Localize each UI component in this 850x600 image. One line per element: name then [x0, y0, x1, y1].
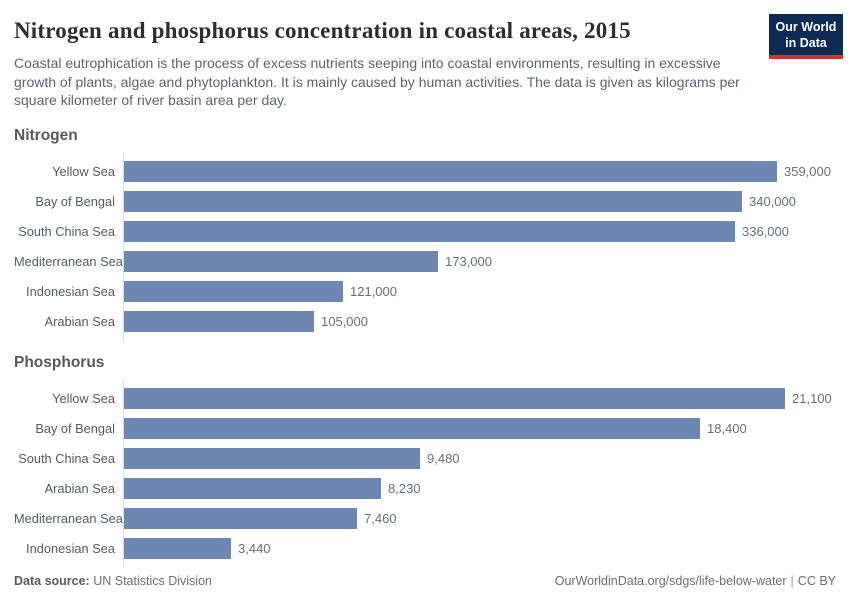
bar-row: Indonesian Sea 3,440 — [14, 534, 836, 564]
bar[interactable] — [123, 538, 231, 559]
chart-footer: Data source: UN Statistics Division OurW… — [14, 574, 836, 588]
value-label: 105,000 — [321, 314, 368, 329]
category-label: Yellow Sea — [52, 164, 115, 179]
category-label: Mediterranean Sea — [14, 254, 123, 269]
value-label: 9,480 — [427, 451, 460, 466]
value-label: 21,100 — [792, 391, 832, 406]
nitrogen-section-title: Nitrogen — [14, 126, 78, 144]
bar-row: Yellow Sea 21,100 — [14, 384, 836, 414]
bar[interactable] — [123, 418, 700, 439]
footer-separator: | — [790, 574, 794, 588]
bar[interactable] — [123, 191, 742, 212]
bar[interactable] — [123, 448, 420, 469]
bar[interactable] — [123, 311, 314, 332]
bar-row: Arabian Sea 8,230 — [14, 474, 836, 504]
bar-row: Mediterranean Sea 7,460 — [14, 504, 836, 534]
category-label: Indonesian Sea — [26, 541, 115, 556]
bar-row: Mediterranean Sea 173,000 — [14, 247, 836, 277]
value-label: 7,460 — [364, 511, 397, 526]
owid-logo-line1: Our World — [775, 20, 837, 34]
value-label: 8,230 — [388, 481, 421, 496]
owid-logo-line2: in Data — [785, 36, 827, 50]
attribution: OurWorldinData.org/sdgs/life-below-water… — [555, 574, 836, 588]
value-label: 340,000 — [749, 194, 796, 209]
bar[interactable] — [123, 478, 381, 499]
category-label: Mediterranean Sea — [14, 511, 123, 526]
category-label: Arabian Sea — [44, 314, 115, 329]
value-label: 173,000 — [445, 254, 492, 269]
owid-url-link[interactable]: OurWorldinData.org/sdgs/life-below-water — [554, 574, 787, 588]
owid-logo: Our World in Data — [769, 14, 843, 59]
category-label: Arabian Sea — [44, 481, 115, 496]
category-label: South China Sea — [18, 451, 115, 466]
bar-row: South China Sea 9,480 — [14, 444, 836, 474]
category-label: Bay of Bengal — [35, 194, 115, 209]
bar[interactable] — [123, 281, 343, 302]
license-label: CC BY — [797, 574, 836, 588]
value-label: 121,000 — [350, 284, 397, 299]
bar-row: Bay of Bengal 340,000 — [14, 187, 836, 217]
bar[interactable] — [123, 251, 438, 272]
category-label: South China Sea — [18, 224, 115, 239]
chart-header: Nitrogen and phosphorus concentration in… — [14, 14, 843, 110]
bar[interactable] — [123, 388, 785, 409]
bar-row: Indonesian Sea 121,000 — [14, 277, 836, 307]
bar[interactable] — [123, 508, 357, 529]
bar-row: Bay of Bengal 18,400 — [14, 414, 836, 444]
data-source-value: UN Statistics Division — [93, 574, 212, 588]
phosphorus-section: Phosphorus Yellow Sea 21,100 Bay of Beng… — [14, 353, 836, 568]
value-label: 336,000 — [742, 224, 789, 239]
value-label: 18,400 — [707, 421, 747, 436]
bar-row: South China Sea 336,000 — [14, 217, 836, 247]
data-source-label: Data source: — [14, 574, 90, 588]
data-source: Data source: UN Statistics Division — [14, 574, 212, 588]
nitrogen-section: Nitrogen Yellow Sea 359,000 Bay of Benga… — [14, 126, 836, 341]
nitrogen-chart: Yellow Sea 359,000 Bay of Bengal 340,000… — [14, 152, 836, 341]
category-label: Indonesian Sea — [26, 284, 115, 299]
bar-row: Yellow Sea 359,000 — [14, 157, 836, 187]
page-title: Nitrogen and phosphorus concentration in… — [14, 18, 631, 43]
chart-subtitle: Coastal eutrophication is the process of… — [14, 55, 740, 108]
bar[interactable] — [123, 161, 777, 182]
value-label: 3,440 — [238, 541, 271, 556]
bar-row: Arabian Sea 105,000 — [14, 307, 836, 337]
category-label: Bay of Bengal — [35, 421, 115, 436]
phosphorus-chart: Yellow Sea 21,100 Bay of Bengal 18,400 S… — [14, 379, 836, 568]
phosphorus-section-title: Phosphorus — [14, 353, 105, 371]
category-label: Yellow Sea — [52, 391, 115, 406]
bar[interactable] — [123, 221, 735, 242]
value-label: 359,000 — [784, 164, 831, 179]
